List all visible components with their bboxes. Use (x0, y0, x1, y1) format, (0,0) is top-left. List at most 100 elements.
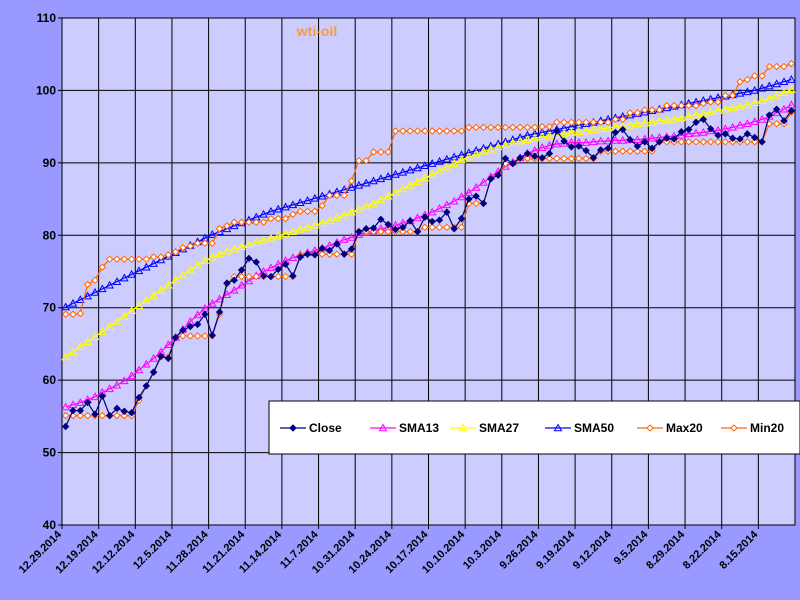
data-point-min20 (714, 138, 722, 146)
data-point-sma13 (90, 392, 100, 401)
series-max20 (61, 59, 796, 318)
data-point-max20 (421, 127, 429, 135)
data-point-sma50 (383, 172, 393, 180)
y-tick-label: 60 (43, 373, 57, 387)
data-point-sma27 (545, 131, 554, 140)
data-point-sma27 (266, 233, 276, 242)
legend-label-sma27: SMA27 (479, 421, 519, 435)
data-point-close (333, 240, 341, 248)
data-point-sma50 (90, 287, 100, 296)
data-point-sma13 (237, 280, 246, 289)
data-point-max20 (201, 239, 209, 247)
data-point-max20 (325, 191, 334, 200)
data-point-close (787, 107, 796, 115)
data-point-min20 (186, 332, 194, 340)
data-point-max20 (589, 118, 598, 127)
data-point-sma27 (171, 275, 180, 284)
data-point-max20 (135, 255, 143, 263)
data-point-sma27 (178, 270, 188, 279)
data-point-sma13 (347, 232, 356, 241)
x-tick-label: 8.22.2014 (681, 528, 725, 572)
data-point-max20 (311, 207, 319, 216)
data-point-min20 (641, 147, 649, 155)
data-point-max20 (721, 91, 730, 100)
data-point-sma50 (471, 146, 481, 154)
data-point-sma27 (743, 100, 752, 109)
legend-box (268, 400, 800, 455)
data-point-close (538, 154, 546, 162)
data-point-sma27 (633, 119, 642, 128)
data-point-sma27 (691, 110, 701, 119)
data-point-sma50 (464, 148, 474, 157)
data-point-close (113, 404, 121, 413)
data-point-close (61, 422, 70, 431)
data-point-close (772, 105, 781, 113)
data-point-sma13 (75, 398, 85, 406)
data-point-max20 (391, 127, 400, 135)
data-point-sma27 (134, 301, 144, 309)
data-point-min20 (237, 272, 246, 281)
data-point-max20 (193, 239, 202, 247)
data-point-min20 (699, 138, 708, 146)
data-point-max20 (450, 127, 458, 135)
data-point-sma50 (83, 291, 93, 300)
data-point-min20 (98, 411, 107, 420)
data-point-max20 (575, 118, 583, 127)
data-point-min20 (347, 250, 356, 258)
data-point-close (655, 138, 664, 146)
data-point-max20 (523, 123, 532, 132)
data-point-sma50 (772, 79, 782, 88)
data-point-max20 (750, 72, 759, 80)
data-point-sma50 (743, 87, 752, 96)
data-point-max20 (604, 118, 612, 127)
data-point-sma50 (112, 277, 122, 285)
series-close (61, 105, 796, 431)
legend-marker-sma50 (553, 423, 563, 432)
data-point-sma27 (383, 191, 393, 200)
data-point-max20 (91, 276, 99, 284)
data-point-sma27 (222, 246, 232, 255)
data-point-max20 (611, 115, 620, 124)
data-point-sma27 (677, 113, 686, 122)
data-point-sma27 (435, 166, 444, 175)
data-point-sma13 (427, 207, 437, 216)
data-point-close (582, 146, 590, 155)
data-point-min20 (582, 154, 590, 163)
data-point-sma27 (149, 290, 158, 299)
data-point-sma50 (317, 191, 327, 200)
data-point-close (728, 134, 737, 142)
data-point-sma13 (728, 122, 738, 131)
data-point-close (384, 220, 392, 229)
data-point-close (201, 310, 209, 318)
data-point-close (105, 411, 114, 420)
data-point-sma27 (471, 149, 481, 158)
data-point-sma27 (281, 229, 290, 238)
data-point-sma27 (779, 88, 789, 96)
data-point-sma27 (347, 207, 356, 216)
data-point-sma50 (347, 182, 356, 191)
data-point-close (509, 159, 517, 168)
data-point-close (311, 251, 319, 259)
data-point-sma13 (112, 380, 122, 389)
data-point-close (355, 227, 363, 236)
data-point-close (597, 146, 605, 154)
data-point-max20 (728, 91, 737, 100)
data-point-max20 (560, 118, 568, 127)
data-point-close (215, 308, 224, 316)
legend-label-min20: Min20 (750, 421, 784, 435)
data-point-sma27 (581, 126, 591, 135)
data-point-sma50 (303, 195, 312, 204)
data-point-close (472, 192, 480, 200)
data-point-sma27 (303, 222, 312, 231)
data-point-close (149, 368, 158, 376)
data-point-sma50 (288, 200, 298, 209)
data-point-sma13 (691, 128, 701, 137)
data-point-max20 (237, 218, 246, 226)
data-point-close (377, 215, 385, 224)
data-point-sma13 (215, 294, 224, 303)
data-point-max20 (127, 255, 136, 263)
data-point-max20 (303, 207, 312, 216)
data-point-sma50 (757, 83, 767, 92)
data-point-min20 (252, 272, 260, 281)
data-point-max20 (208, 239, 216, 247)
